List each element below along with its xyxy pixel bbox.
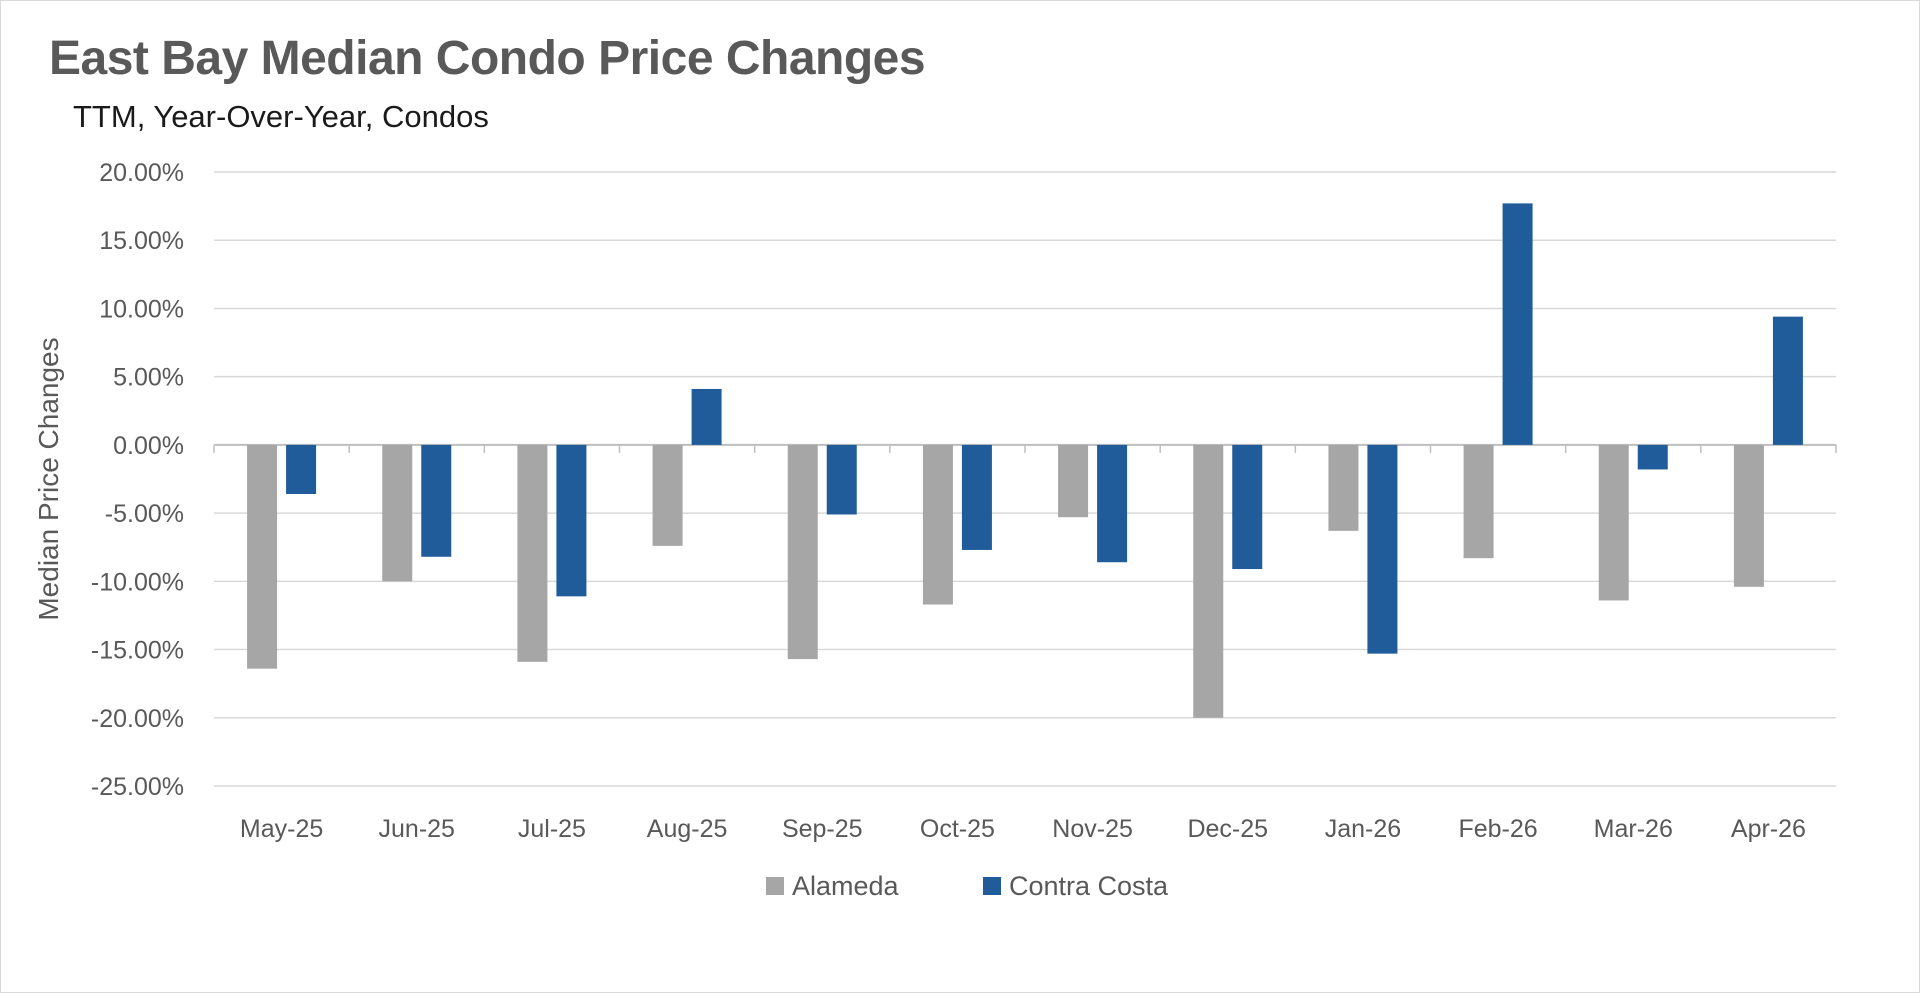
bar-contra-costa-jul-25: [556, 444, 587, 597]
x-tick-label: Jan-26: [1325, 815, 1401, 843]
bar-contra-costa-may-25: [286, 444, 317, 495]
bar-alameda-feb-26: [1463, 444, 1494, 559]
x-tick-label: Nov-25: [1052, 815, 1133, 843]
bar-contra-costa-jan-26: [1367, 444, 1398, 654]
bar-alameda-oct-25: [922, 444, 953, 605]
x-tick-label: Oct-25: [920, 815, 995, 843]
legend-label-contra-costa: Contra Costa: [1009, 871, 1169, 901]
bar-alameda-nov-25: [1058, 444, 1089, 518]
bar-contra-costa-apr-26: [1772, 316, 1803, 445]
x-tick-label: Feb-26: [1458, 815, 1537, 843]
bar-alameda-jun-25: [382, 444, 413, 582]
y-tick-label: 10.00%: [99, 295, 184, 323]
bar-contra-costa-sep-25: [826, 444, 857, 515]
bar-alameda-sep-25: [787, 444, 818, 660]
bar-alameda-apr-26: [1733, 444, 1764, 587]
y-tick-label: 15.00%: [99, 227, 184, 255]
bar-contra-costa-mar-26: [1637, 444, 1668, 470]
y-tick-label: 20.00%: [99, 159, 184, 187]
y-tick-label: -15.00%: [91, 637, 184, 665]
y-tick-label: -5.00%: [105, 500, 184, 528]
bar-alameda-jul-25: [517, 444, 548, 662]
bar-alameda-mar-26: [1598, 444, 1629, 601]
y-tick-label: -25.00%: [91, 773, 184, 801]
legend-label-alameda: Alameda: [792, 871, 900, 901]
bar-alameda-jan-26: [1328, 444, 1359, 531]
x-tick-label: Dec-25: [1187, 815, 1268, 843]
bar-contra-costa-oct-25: [961, 444, 992, 550]
x-tick-label: Jun-25: [379, 815, 455, 843]
bar-contra-costa-aug-25: [691, 388, 722, 445]
legend-swatch-contra-costa: [983, 877, 1001, 895]
bar-contra-costa-dec-25: [1232, 444, 1263, 570]
bar-alameda-may-25: [247, 444, 278, 669]
y-tick-label: 0.00%: [113, 432, 184, 460]
bar-alameda-aug-25: [652, 444, 683, 546]
bar-contra-costa-jun-25: [421, 444, 452, 557]
chart-title: East Bay Median Condo Price Changes: [49, 32, 926, 85]
y-tick-label: -10.00%: [91, 568, 184, 596]
x-tick-label: Jul-25: [518, 815, 586, 843]
y-axis-title: Median Price Changes: [33, 337, 64, 620]
legend-swatch-alameda: [766, 877, 784, 895]
x-tick-label: May-25: [240, 815, 323, 843]
bar-contra-costa-nov-25: [1097, 444, 1128, 563]
x-tick-label: Apr-26: [1731, 815, 1806, 843]
x-tick-label: Mar-26: [1594, 815, 1673, 843]
bar-contra-costa-feb-26: [1502, 203, 1533, 445]
x-tick-label: Aug-25: [647, 815, 728, 843]
y-tick-label: -20.00%: [91, 705, 184, 733]
chart-subtitle: TTM, Year-Over-Year, Condos: [73, 99, 489, 134]
bar-alameda-dec-25: [1193, 444, 1224, 718]
x-tick-label: Sep-25: [782, 815, 863, 843]
y-tick-label: 5.00%: [113, 364, 184, 392]
